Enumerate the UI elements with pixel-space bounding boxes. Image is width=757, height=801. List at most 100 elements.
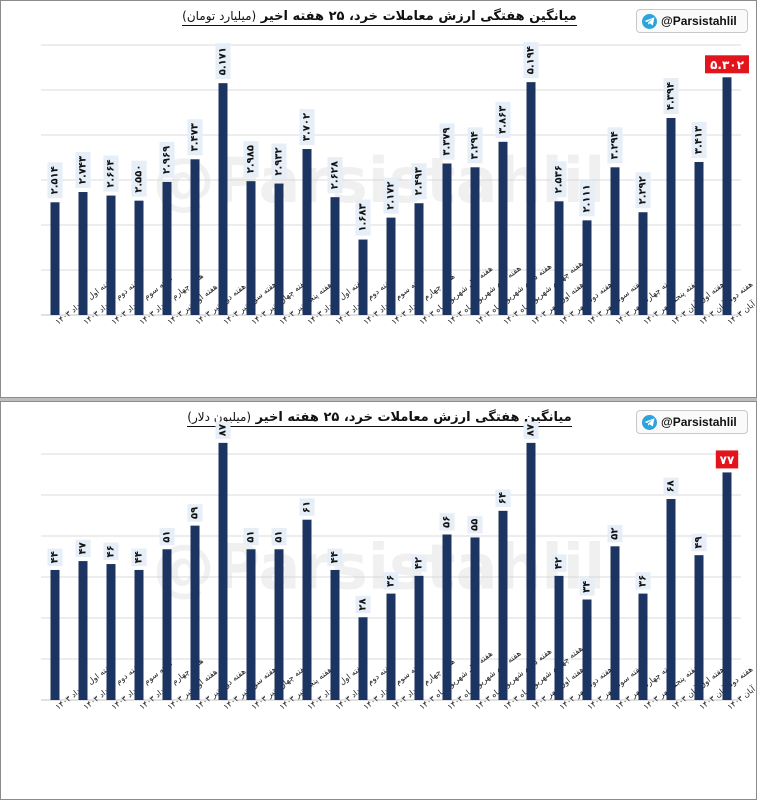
bar	[386, 593, 396, 700]
data-label-bg	[439, 513, 455, 531]
data-label: ۵۱	[246, 530, 257, 542]
data-label: ۶۴	[498, 492, 509, 504]
data-label-bg	[439, 123, 455, 160]
bar	[498, 141, 508, 315]
data-label: ۳.۲۹۴	[470, 131, 481, 159]
chart-subtitle: (میلیارد تومان)	[182, 9, 257, 23]
data-label-bg	[75, 539, 91, 558]
bar	[50, 202, 60, 315]
data-label-bg	[327, 157, 343, 194]
bar	[330, 197, 340, 315]
bar	[78, 561, 88, 700]
data-label-bg	[299, 498, 315, 516]
data-label-bg	[187, 119, 203, 156]
bar	[610, 546, 620, 700]
data-label: ۲.۱۱۱	[582, 184, 593, 212]
bar	[442, 534, 452, 700]
bar	[162, 181, 172, 315]
data-label-bg	[271, 527, 287, 546]
data-label: ۵۲	[610, 528, 621, 540]
data-label: ۴۷	[78, 542, 89, 554]
data-label-bg	[355, 199, 371, 236]
data-label: ۲.۹۳۲	[274, 147, 285, 175]
data-label: ۶۸	[666, 480, 677, 492]
data-label-bg	[383, 177, 399, 214]
data-label: ۲.۲۹۲	[638, 176, 649, 204]
data-label-bg	[551, 161, 567, 198]
data-label: ۲.۵۱۴	[50, 166, 61, 194]
data-label-bg	[75, 152, 91, 189]
data-label-bg	[243, 141, 259, 178]
data-label: ۵.۱۹۴	[526, 46, 537, 74]
data-label: ۵.۳۰۲	[710, 58, 745, 72]
data-label-bg	[383, 572, 399, 590]
telegram-badge[interactable]: @Parsistahlil	[636, 9, 748, 33]
bar	[274, 549, 284, 700]
data-label: ۴۴	[50, 551, 61, 563]
bar	[134, 569, 144, 700]
bar	[78, 192, 88, 315]
data-label-bg	[215, 43, 231, 80]
data-label: ۸۷	[218, 424, 229, 436]
bar	[106, 195, 116, 315]
data-label-bg	[467, 127, 483, 164]
bar	[442, 163, 452, 315]
data-label-bg	[579, 578, 595, 596]
bar	[470, 537, 480, 700]
bar	[694, 555, 704, 700]
data-label: ۳.۲۹۴	[610, 131, 621, 159]
data-label: ۵۵	[470, 519, 481, 531]
data-label: ۴.۳۹۴	[666, 82, 677, 110]
data-label-bg	[215, 421, 231, 439]
bar	[582, 220, 592, 315]
bar	[162, 549, 172, 700]
data-label: ۳.۷۰۲	[302, 113, 313, 141]
bar	[246, 181, 256, 315]
data-label: ۶۱	[302, 501, 313, 513]
bar	[498, 510, 508, 700]
data-label-bg	[299, 109, 315, 146]
telegram-badge[interactable]: @Parsistahlil	[636, 410, 748, 434]
bar	[638, 212, 648, 315]
data-label-bg	[159, 141, 175, 178]
data-label-bg	[103, 542, 119, 561]
bar	[638, 593, 648, 700]
data-label: ۴۶	[106, 545, 117, 557]
data-label: ۳۶	[638, 575, 649, 587]
bar	[722, 77, 732, 315]
bar	[358, 239, 368, 315]
data-label-bg	[495, 101, 511, 138]
bar	[414, 575, 424, 700]
data-label: ۱.۶۸۳	[358, 203, 369, 231]
data-label: ۳.۸۶۳	[498, 106, 509, 134]
data-label-bg	[691, 533, 707, 552]
bar	[582, 599, 592, 700]
data-label-bg	[47, 162, 63, 199]
data-label-bg	[635, 172, 651, 209]
bar	[610, 167, 620, 315]
data-label: ۴۲	[414, 557, 425, 569]
bar	[722, 472, 732, 700]
bar	[218, 442, 228, 700]
telegram-icon	[642, 414, 657, 430]
data-label: ۲.۵۳۶	[554, 165, 565, 193]
data-label: ۲.۹۶۹	[162, 146, 173, 174]
bar	[190, 525, 200, 700]
data-label: ۳۶	[386, 575, 397, 587]
data-label-bg	[495, 489, 511, 507]
bar	[358, 617, 368, 700]
chart-title-text: میانگین هفتگی ارزش معاملات خرد، ۲۵ هفته …	[260, 9, 577, 24]
channel-handle: @Parsistahlil	[661, 415, 737, 429]
data-label-bg	[355, 595, 371, 614]
chart-panel-dollar: میانگین هفتگی ارزش معاملات خرد، ۲۵ هفته …	[0, 401, 757, 800]
data-label: ۴۴	[134, 551, 145, 563]
data-label: ۳.۴۷۳	[190, 123, 201, 151]
bar	[330, 569, 340, 700]
bar	[106, 564, 116, 700]
data-label: ۵۶	[442, 516, 453, 528]
data-label-bg	[579, 180, 595, 217]
bar	[554, 575, 564, 700]
data-label-bg	[131, 160, 147, 197]
